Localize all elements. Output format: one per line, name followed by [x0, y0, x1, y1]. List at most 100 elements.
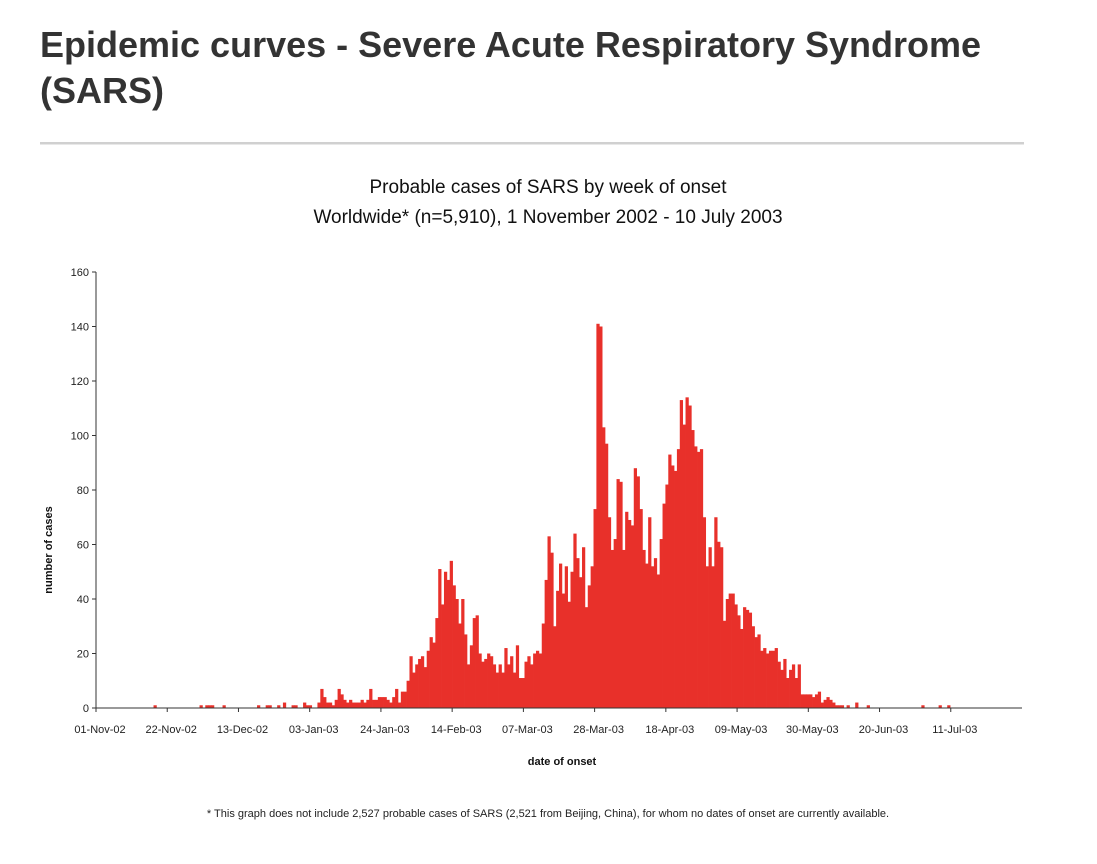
x-tick-label: 03-Jan-03: [289, 724, 339, 736]
bar: [331, 705, 336, 708]
bar: [697, 451, 701, 708]
axes-group: 0 20 40 60 80 100 120 140 160 01-Nov-02 22-Nov-02 1…: [71, 267, 1022, 736]
bar: [587, 585, 591, 709]
bar: [722, 620, 727, 708]
bar: [731, 593, 735, 708]
bar: [605, 443, 609, 708]
bar: [487, 653, 491, 708]
bar: [947, 705, 951, 708]
bar: [205, 705, 209, 708]
y-tick-label: 0: [83, 703, 89, 715]
bar: [553, 626, 557, 708]
bar: [921, 705, 925, 708]
bar: [705, 566, 709, 708]
bar: [386, 699, 390, 708]
bar: [653, 558, 658, 709]
bar: [512, 672, 517, 708]
bar: [737, 615, 741, 708]
chart-subtitle: Worldwide* (n=5,910), 1 November 2002 - …: [313, 207, 782, 228]
bar: [265, 705, 269, 708]
bar: [504, 648, 508, 708]
bar: [668, 454, 672, 708]
bars-group: [153, 323, 951, 709]
bar: [556, 590, 560, 708]
bar: [521, 678, 525, 708]
bar: [817, 691, 822, 708]
bar: [613, 539, 617, 708]
bar: [717, 541, 721, 708]
bar: [823, 699, 827, 708]
x-tick-label: 07-Mar-03: [502, 724, 553, 736]
x-tick-label: 11-Jul-03: [932, 724, 977, 736]
bar: [403, 691, 407, 708]
bar: [478, 653, 482, 708]
bar: [305, 705, 310, 708]
bar: [789, 669, 793, 708]
bar: [308, 705, 313, 708]
bar: [489, 656, 494, 708]
bar: [783, 658, 787, 708]
bar: [541, 623, 545, 708]
bar: [507, 664, 511, 708]
bar: [628, 519, 632, 708]
x-tick-label: 14-Feb-03: [431, 724, 482, 736]
y-tick-label: 20: [77, 649, 89, 661]
bar: [694, 446, 698, 708]
bar: [337, 688, 341, 708]
bar: [714, 517, 718, 708]
bar: [837, 705, 842, 708]
bar: [835, 705, 839, 708]
bar: [544, 579, 548, 708]
bar: [616, 479, 620, 708]
bar: [720, 547, 724, 708]
bar: [435, 618, 439, 708]
bar: [409, 656, 413, 708]
bar: [538, 653, 543, 708]
bar: [257, 705, 261, 708]
bar: [596, 323, 600, 708]
bar: [855, 702, 859, 708]
bar: [582, 547, 586, 708]
bar: [625, 511, 629, 708]
bar: [547, 536, 551, 708]
bar: [671, 465, 675, 708]
y-tick-label: 40: [77, 594, 89, 606]
bar: [745, 609, 750, 708]
bar: [567, 601, 571, 708]
bar: [708, 547, 712, 708]
bar: [222, 705, 226, 708]
bar: [501, 672, 505, 708]
bar: [472, 618, 476, 708]
y-tick-label: 100: [71, 431, 89, 443]
bar: [774, 648, 778, 708]
bar: [682, 424, 686, 708]
bar: [622, 549, 626, 708]
bar: [343, 699, 347, 708]
bar: [794, 678, 799, 708]
bar: [820, 702, 824, 708]
bar: [527, 656, 531, 708]
x-tick-label: 20-Jun-03: [859, 724, 909, 736]
chart-container: Probable cases of SARS by week of onset …: [0, 160, 1097, 860]
bar: [429, 637, 433, 708]
bar: [441, 604, 445, 708]
bar: [268, 705, 272, 708]
bar: [570, 571, 574, 708]
bar: [642, 549, 646, 708]
bar: [415, 664, 419, 708]
chart-title: Probable cases of SARS by week of onset: [370, 177, 728, 198]
y-tick-label: 160: [71, 267, 89, 279]
y-tick-label: 80: [77, 485, 89, 497]
bar: [535, 650, 540, 708]
bar: [561, 593, 566, 708]
bar: [740, 628, 744, 708]
bar: [829, 699, 833, 708]
bar: [751, 626, 755, 708]
bar: [515, 645, 520, 708]
bar: [711, 566, 715, 708]
bar: [153, 705, 157, 708]
bar: [498, 664, 502, 708]
bar: [691, 430, 695, 708]
bar: [363, 702, 367, 708]
bar: [392, 697, 396, 708]
